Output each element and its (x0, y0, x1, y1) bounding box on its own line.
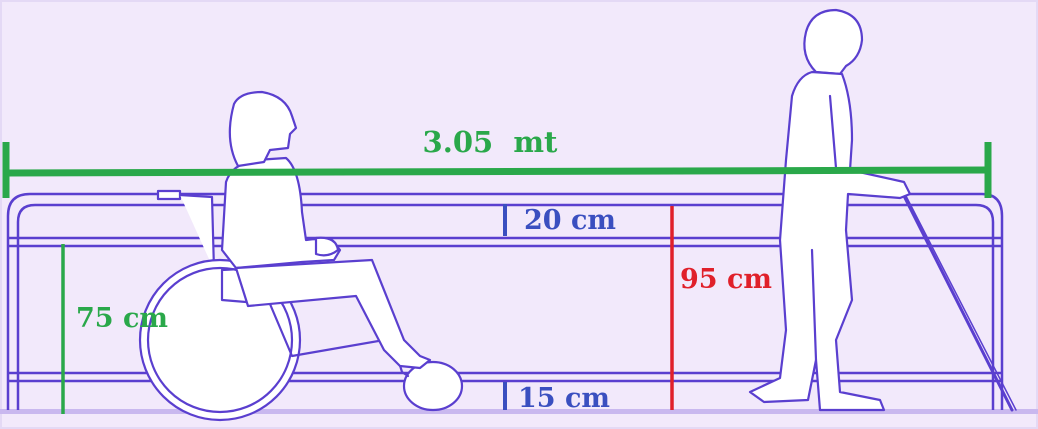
floor-line (0, 409, 1038, 414)
lower-rail-height-label: 75 cm (76, 303, 168, 334)
rail-height-label: 95 cm (680, 264, 772, 295)
top-gap-label: 20 cm (524, 205, 616, 236)
total-length-dimension (2, 142, 992, 198)
bottom-gap-label: 15 cm (518, 383, 610, 414)
pedestrian-with-cane-icon (748, 8, 1017, 412)
wheelchair-user-icon (138, 90, 464, 422)
total-length-label: 3.05 mt (423, 125, 559, 159)
outer-top-rail (6, 192, 1004, 410)
